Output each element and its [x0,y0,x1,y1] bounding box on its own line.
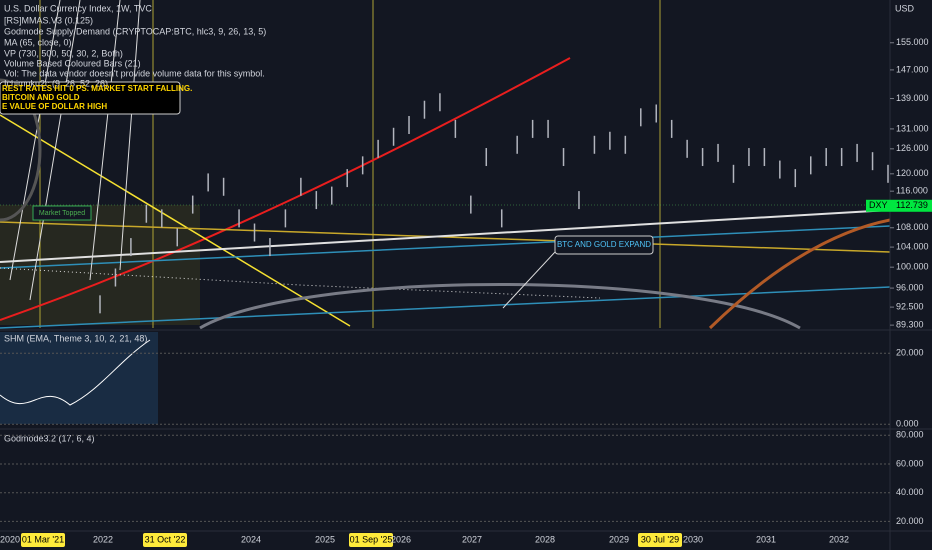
x-tick-label: 2030 [683,534,703,544]
callout-line [502,251,556,309]
time-highlight [349,533,393,547]
brown-curve [708,218,891,330]
legend: VP (730, 500, 50, 30, 2, Both) [4,48,123,58]
annotation: E VALUE OF DOLLAR HIGH [2,102,107,111]
legend: Volume Based Coloured Bars (21) [4,58,141,68]
arc [199,283,801,330]
y-tick-label: 116.000 [896,186,928,196]
annotation: Market Topped [39,210,85,217]
last-price-symbol: DXY [869,200,888,210]
callout-box [0,81,181,115]
x-tick-label: 2027 [462,534,482,544]
legend: [RS]MMAS.V3 (0.125) [4,15,93,25]
y-tick-label: 40.000 [896,487,924,497]
shm-line [0,339,151,406]
callout-box [554,235,654,255]
y-tick-label: 80.000 [896,430,924,440]
y-tick-label: 139.000 [896,93,929,103]
y-tick-label: 96.000 [896,282,924,292]
x-tick-label: 2028 [535,534,555,544]
y-tick-label: 131.000 [896,123,929,133]
y-tick-label: 100.000 [896,262,929,272]
x-tick-label: 31 Oct '22 [145,534,186,544]
x-tick-label: 2022 [93,534,113,544]
red-curve [0,57,571,321]
annotation: BTC AND GOLD EXPAND [557,240,651,249]
annotation: REST RATES HIT 0 PS. MARKET START FALLIN… [2,84,192,93]
time-highlight [143,533,187,547]
x-tick-label: 01 Mar '21 [22,534,64,544]
annotation: BITCOIN AND GOLD [2,93,80,102]
y-tick-label: 20.000 [896,348,924,358]
x-tick-label: 30 Jul '29 [641,534,679,544]
y-tick-label: 104.000 [896,241,929,251]
pen-lines [9,0,141,301]
legend: Ichimoku2c (9, 26, 52, 26) [4,78,108,88]
y-tick-label: 0.000 [896,419,919,429]
callout-box [32,205,92,221]
legend: MA (65, close, 0) [4,37,72,47]
time-highlight [638,533,682,547]
circle [0,78,42,222]
legend: Vol: The data vendor doesn't provide vol… [4,68,265,78]
last-price-label: 112.739 [896,200,928,210]
x-tick-label: 2025 [315,534,335,544]
y-tick-label: 89.300 [896,319,924,329]
x-tick-label: 2024 [241,534,261,544]
legend: U.S. Dollar Currency Index, 1W, TVC [4,3,152,13]
pane-title: Godmode3.2 (17, 6, 4) [4,433,95,443]
x-tick-label: 2026 [391,534,411,544]
legend: Godmode Supply/Demand (CRYPTOCAP:BTC, hl… [4,26,266,36]
x-tick-label: 2031 [756,534,776,544]
x-tick-label: 01 Sep '25 [350,534,393,544]
y-tick-label: 120.000 [896,168,929,178]
y-tick-label: 92.500 [896,301,924,311]
x-tick-label: 2032 [829,534,849,544]
white-line [0,209,891,263]
x-tick-label: 2029 [609,534,629,544]
shm-bars [0,332,158,424]
y-tick-label: 20.000 [896,516,924,526]
dotted-line [0,267,601,299]
last-price-box [866,199,932,212]
y-tick-label: 155.000 [896,37,929,47]
axis-unit: USD [895,3,915,13]
y-tick-label: 147.000 [896,64,929,74]
y-tick-label: 108.000 [896,222,929,232]
time-highlight [21,533,65,547]
yellow-line [0,114,351,327]
blue-line [0,225,891,269]
x-tick-label: 2020 [0,534,20,544]
blue-line [0,286,891,329]
pane-title: SHM (EMA, Theme 3, 10, 2, 21, 48) [4,333,147,343]
y-tick-label: 60.000 [896,458,924,468]
y-tick-label: 126.000 [896,143,929,153]
